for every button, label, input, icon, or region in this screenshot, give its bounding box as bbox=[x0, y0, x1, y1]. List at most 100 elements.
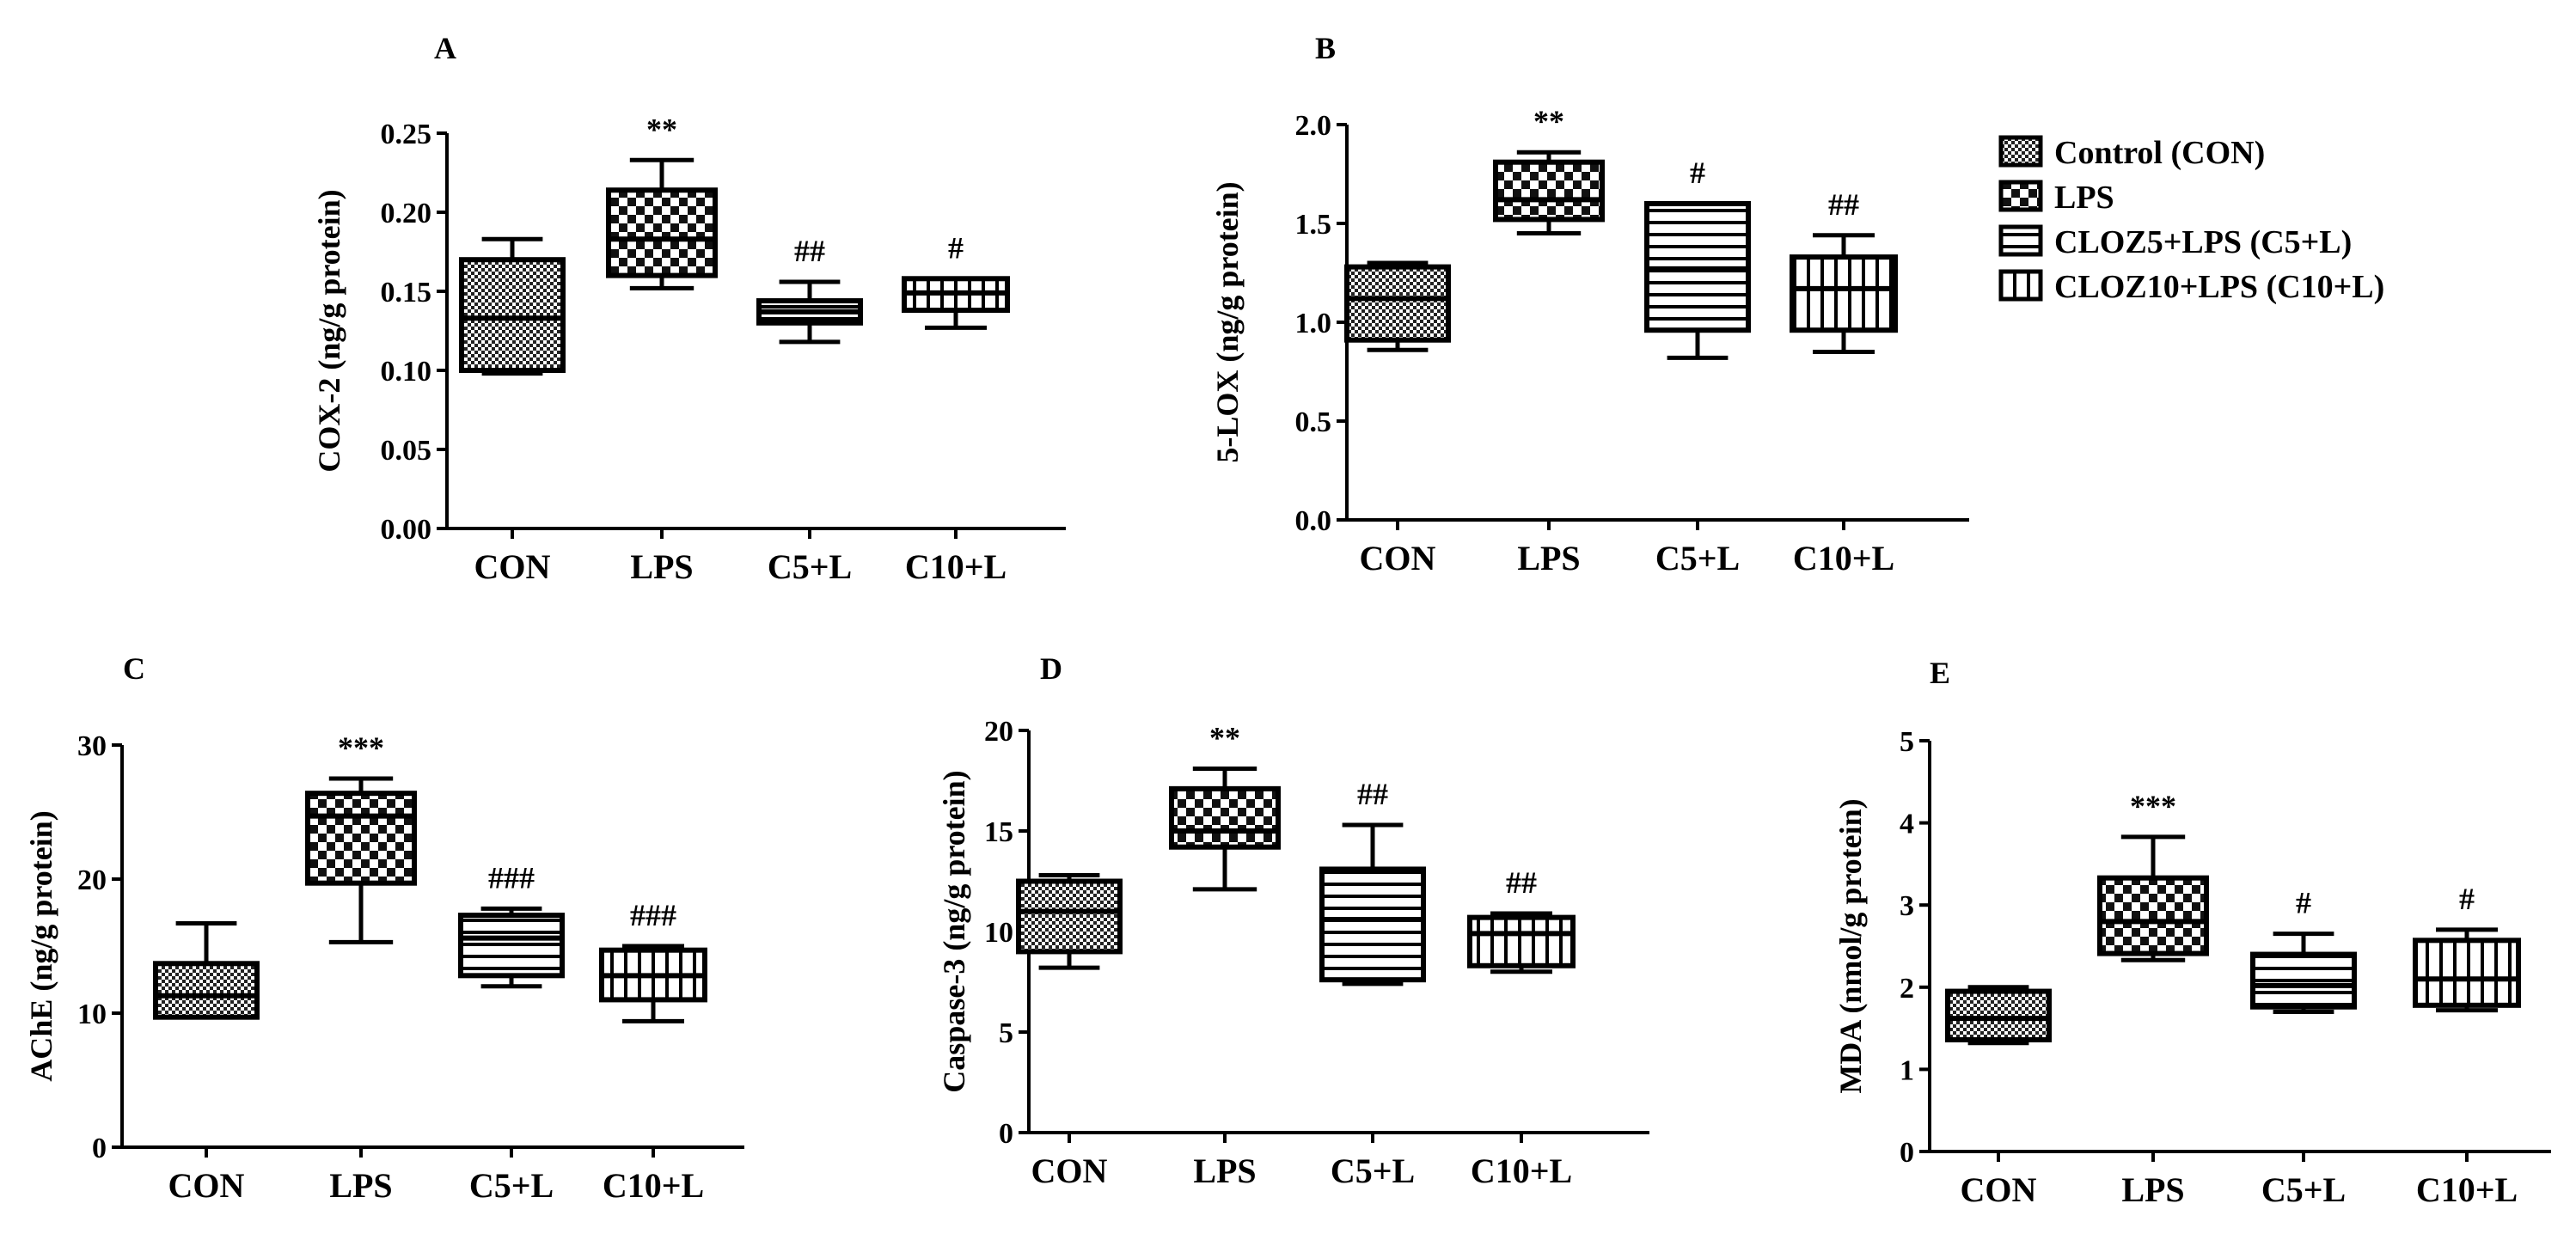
x-tick-label: CON bbox=[1961, 1170, 2037, 1209]
y-tick-label: 1.5 bbox=[1295, 209, 1332, 241]
box-c10-plus-l: C10+L ## bbox=[1467, 865, 1576, 1190]
y-tick-label: 15 bbox=[984, 816, 1013, 848]
y-tick-label: 0 bbox=[1900, 1137, 1914, 1169]
box-c5-plus-l: C5+L ## bbox=[756, 234, 863, 586]
legend-label: LPS bbox=[2054, 180, 2114, 216]
y-axis-label: COX-2 (ng/g protein) bbox=[312, 189, 346, 472]
y-tick-label: 0.0 bbox=[1295, 505, 1332, 537]
box-lps: LPS ** bbox=[606, 112, 718, 586]
y-tick-label: 0.05 bbox=[381, 435, 432, 467]
y-tick-label: 2.0 bbox=[1295, 110, 1332, 142]
iqr-box bbox=[305, 791, 417, 886]
legend-entry: Control (CON) bbox=[1998, 135, 2265, 171]
y-tick-label: 0.5 bbox=[1295, 406, 1332, 438]
legend-swatch bbox=[1998, 180, 2043, 212]
y-tick-label: 0 bbox=[999, 1118, 1013, 1150]
y-tick-label: 0.25 bbox=[381, 119, 432, 150]
significance-label: ## bbox=[1828, 187, 1859, 222]
significance-label: # bbox=[2459, 882, 2475, 916]
chart-panel-c: C 0 10 20 30 AChE (ng/g protein) CON LPS *** C5+L… bbox=[24, 651, 744, 1205]
x-tick-label: LPS bbox=[630, 547, 693, 586]
chart-panel-e: E 0 1 2 3 4 5 MDA (nmol/g protein) CON LPS *** C5+L… bbox=[1833, 656, 2551, 1209]
chart-panel-d: D 0 5 10 15 20 Caspase-3 (ng/g protein) CON LPS *… bbox=[937, 651, 1649, 1190]
box-con: CON bbox=[459, 236, 566, 586]
significance-label: ** bbox=[1533, 104, 1564, 138]
y-tick-label: 1 bbox=[1900, 1054, 1914, 1086]
iqr-box bbox=[2413, 938, 2521, 1008]
significance-label: # bbox=[2296, 886, 2311, 920]
significance-label: ### bbox=[630, 898, 676, 932]
panel-letter: D bbox=[1040, 651, 1062, 686]
y-tick-label: 0.00 bbox=[381, 514, 432, 546]
y-tick-label: 5 bbox=[999, 1017, 1013, 1049]
iqr-box bbox=[458, 913, 565, 979]
significance-label: # bbox=[948, 230, 964, 265]
x-tick-label: C5+L bbox=[1331, 1152, 1415, 1190]
box-c5-plus-l: C5+L # bbox=[1644, 156, 1751, 577]
box-lps: LPS *** bbox=[305, 730, 417, 1205]
significance-label: *** bbox=[338, 730, 384, 765]
box-c10-plus-l: C10+L # bbox=[902, 230, 1010, 586]
x-tick-label: C10+L bbox=[603, 1166, 704, 1205]
iqr-box bbox=[459, 257, 566, 374]
y-tick-label: 10 bbox=[77, 999, 107, 1030]
box-c10-plus-l: C10+L ### bbox=[599, 898, 707, 1205]
legend-label: CLOZ5+LPS (C5+L) bbox=[2054, 224, 2352, 260]
y-tick-label: 30 bbox=[77, 730, 107, 762]
iqr-box bbox=[1169, 785, 1281, 850]
y-tick-label: 0.10 bbox=[381, 356, 432, 388]
x-tick-label: CON bbox=[474, 547, 551, 586]
iqr-box bbox=[1467, 914, 1576, 968]
box-con: CON bbox=[1945, 985, 2052, 1209]
chart-panel-a: A 0.00 0.05 0.10 0.15 0.20 0.25 COX-2 (ng/g pro… bbox=[312, 31, 1066, 586]
significance-label: ** bbox=[1209, 720, 1240, 754]
significance-label: ** bbox=[646, 112, 677, 146]
iqr-box bbox=[2097, 875, 2209, 956]
panel-letter: C bbox=[123, 651, 145, 686]
significance-label: ### bbox=[488, 860, 535, 895]
x-tick-label: CON bbox=[168, 1166, 245, 1205]
x-tick-label: C10+L bbox=[2416, 1170, 2518, 1209]
y-tick-label: 0.20 bbox=[381, 198, 432, 229]
y-axis-label: AChE (ng/g protein) bbox=[24, 810, 58, 1081]
y-axis-label: Caspase-3 (ng/g protein) bbox=[937, 770, 971, 1092]
box-con: CON bbox=[1016, 872, 1123, 1190]
panel-letter: B bbox=[1315, 31, 1336, 65]
y-tick-label: 5 bbox=[1900, 726, 1914, 758]
iqr-box bbox=[1344, 264, 1451, 343]
x-tick-label: C10+L bbox=[905, 547, 1007, 586]
legend-swatch bbox=[1998, 269, 2043, 302]
box-c10-plus-l: C10+L # bbox=[2413, 882, 2521, 1209]
y-axis-label: MDA (nmol/g protein) bbox=[1833, 798, 1868, 1093]
x-tick-label: C10+L bbox=[1793, 539, 1894, 577]
x-tick-label: C5+L bbox=[469, 1166, 554, 1205]
legend-swatch bbox=[1998, 135, 2043, 168]
box-con: CON bbox=[1344, 260, 1451, 577]
box-c5-plus-l: C5+L ### bbox=[458, 860, 565, 1205]
iqr-box bbox=[1790, 254, 1898, 333]
panel-letter: E bbox=[1930, 656, 1950, 690]
x-tick-label: LPS bbox=[329, 1166, 392, 1205]
y-tick-label: 4 bbox=[1900, 809, 1914, 840]
y-tick-label: 3 bbox=[1900, 890, 1914, 922]
legend-label: Control (CON) bbox=[2054, 135, 2265, 171]
iqr-box bbox=[606, 187, 718, 278]
y-tick-label: 20 bbox=[77, 864, 107, 896]
legend-entry: CLOZ10+LPS (C10+L) bbox=[1998, 269, 2384, 305]
x-tick-label: C5+L bbox=[2261, 1170, 2346, 1209]
box-lps: LPS *** bbox=[2097, 789, 2209, 1209]
legend-entry: CLOZ5+LPS (C5+L) bbox=[1998, 224, 2352, 260]
chart-panel-b: B 0.0 0.5 1.0 1.5 2.0 5-LOX (ng/g protein) CON L… bbox=[1210, 31, 1969, 577]
significance-label: ## bbox=[1506, 865, 1537, 900]
box-lps: LPS ** bbox=[1493, 104, 1605, 577]
legend-entry: LPS bbox=[1998, 180, 2114, 216]
y-tick-label: 0 bbox=[92, 1133, 107, 1164]
x-tick-label: C10+L bbox=[1471, 1152, 1572, 1190]
legend-swatch bbox=[1998, 224, 2043, 257]
x-tick-label: CON bbox=[1031, 1152, 1108, 1190]
iqr-box bbox=[1319, 866, 1426, 983]
box-c10-plus-l: C10+L ## bbox=[1790, 187, 1898, 577]
box-lps: LPS ** bbox=[1169, 720, 1281, 1190]
